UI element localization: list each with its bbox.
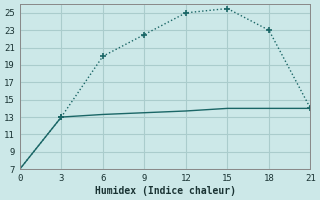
X-axis label: Humidex (Indice chaleur): Humidex (Indice chaleur) [95,186,236,196]
